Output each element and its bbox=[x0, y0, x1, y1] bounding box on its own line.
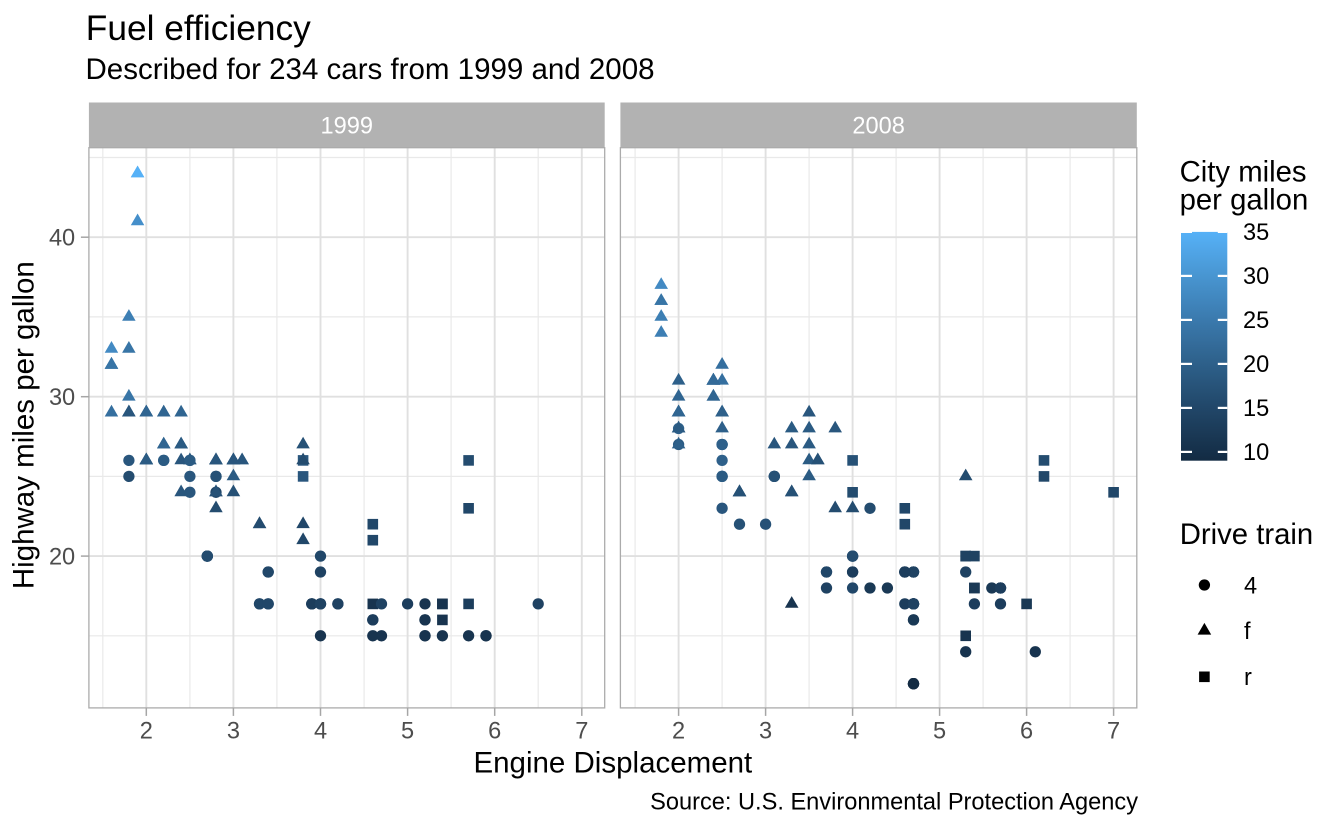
svg-text:30: 30 bbox=[49, 385, 75, 411]
svg-text:4: 4 bbox=[1244, 573, 1257, 599]
svg-text:20: 20 bbox=[1243, 352, 1269, 378]
svg-text:6: 6 bbox=[488, 719, 501, 745]
svg-text:15: 15 bbox=[1243, 396, 1269, 422]
svg-text:5: 5 bbox=[933, 719, 946, 745]
svg-text:20: 20 bbox=[49, 544, 75, 570]
svg-text:2: 2 bbox=[672, 719, 685, 745]
svg-text:2008: 2008 bbox=[852, 114, 905, 140]
svg-text:30: 30 bbox=[1243, 264, 1269, 290]
svg-text:7: 7 bbox=[575, 719, 588, 745]
svg-text:Highway miles per gallon: Highway miles per gallon bbox=[8, 261, 41, 589]
svg-text:4: 4 bbox=[846, 719, 859, 745]
svg-text:2: 2 bbox=[140, 719, 153, 745]
svg-text:5: 5 bbox=[401, 719, 414, 745]
svg-text:per gallon: per gallon bbox=[1180, 184, 1309, 217]
svg-text:35: 35 bbox=[1243, 220, 1269, 246]
svg-text:Fuel efficiency: Fuel efficiency bbox=[86, 9, 311, 48]
svg-text:10: 10 bbox=[1243, 440, 1269, 466]
svg-text:7: 7 bbox=[1107, 719, 1120, 745]
svg-text:4: 4 bbox=[314, 719, 327, 745]
svg-text:Engine Displacement: Engine Displacement bbox=[473, 747, 752, 780]
svg-text:6: 6 bbox=[1020, 719, 1033, 745]
svg-text:Drive train: Drive train bbox=[1180, 518, 1314, 551]
svg-text:r: r bbox=[1244, 665, 1252, 691]
svg-text:City miles: City miles bbox=[1180, 155, 1307, 188]
svg-text:25: 25 bbox=[1243, 308, 1269, 334]
svg-text:3: 3 bbox=[227, 719, 240, 745]
svg-text:Described for 234 cars from 19: Described for 234 cars from 1999 and 200… bbox=[86, 53, 655, 86]
svg-text:f: f bbox=[1244, 619, 1251, 645]
svg-text:40: 40 bbox=[49, 226, 75, 252]
svg-text:Source: U.S. Environmental Pro: Source: U.S. Environmental Protection Ag… bbox=[650, 789, 1138, 815]
svg-text:1999: 1999 bbox=[321, 114, 374, 140]
svg-text:3: 3 bbox=[759, 719, 772, 745]
